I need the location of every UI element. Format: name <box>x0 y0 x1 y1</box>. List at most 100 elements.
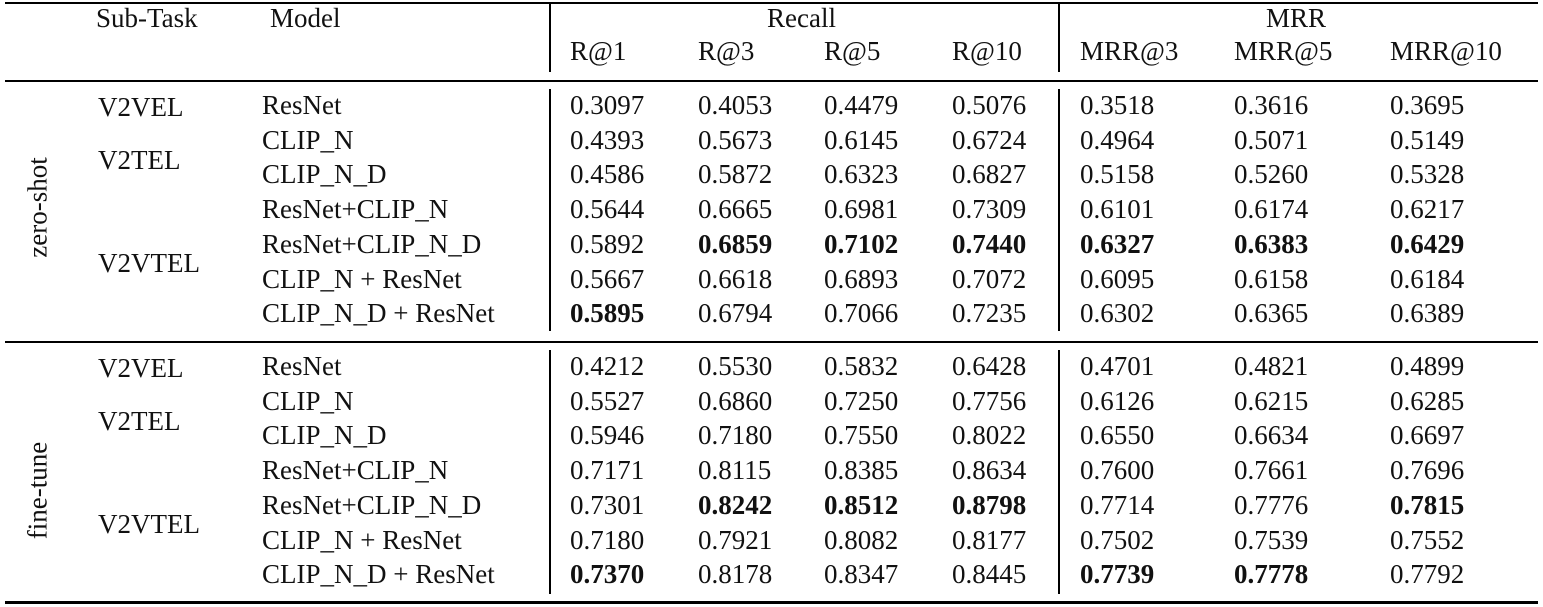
model-cell: CLIP_N + ResNet <box>262 263 462 294</box>
model-cell: CLIP_N <box>262 385 354 416</box>
subtask-fine-tune-v2vel: V2VEL <box>98 353 184 383</box>
value-cell: 0.7921 <box>698 524 773 555</box>
value-cell: 0.7552 <box>1390 524 1465 555</box>
value-cell: 0.5530 <box>698 351 773 381</box>
model-cell: ResNet+CLIP_N <box>262 455 449 486</box>
value-cell: 0.5892 <box>570 228 645 259</box>
value-cell: 0.6327 <box>1080 228 1155 259</box>
value-cell: 0.7066 <box>824 298 899 329</box>
value-cell: 0.8177 <box>952 524 1027 555</box>
value-cell: 0.6302 <box>1080 298 1155 329</box>
value-cell: 0.7792 <box>1390 559 1465 590</box>
value-cell: 0.7440 <box>952 228 1027 259</box>
value-cell: 0.6285 <box>1390 385 1465 416</box>
value-cell: 0.6724 <box>952 124 1027 155</box>
section-rule <box>5 341 1538 343</box>
value-cell: 0.7102 <box>824 228 899 259</box>
value-cell: 0.7301 <box>570 489 645 520</box>
header-model: Model <box>270 3 341 33</box>
value-cell: 0.8115 <box>698 455 772 486</box>
top-rule <box>5 2 1538 4</box>
header-metric-r-at-3: R@3 <box>698 36 755 66</box>
value-cell: 0.3616 <box>1234 90 1309 120</box>
value-cell: 0.7539 <box>1234 524 1309 555</box>
value-cell: 0.5527 <box>570 385 645 416</box>
value-cell: 0.5673 <box>698 124 773 155</box>
model-cell: ResNet+CLIP_N_D <box>262 489 482 520</box>
value-cell: 0.5071 <box>1234 124 1309 155</box>
value-cell: 0.6383 <box>1234 228 1309 259</box>
header-metric-mrr-at-5: MRR@5 <box>1234 36 1333 66</box>
value-cell: 0.5946 <box>570 420 645 451</box>
value-cell: 0.7309 <box>952 194 1027 225</box>
model-cell: CLIP_N + ResNet <box>262 524 462 555</box>
subtask-fine-tune-v2tel: V2TEL <box>98 406 181 436</box>
model-cell: ResNet <box>262 351 342 381</box>
value-cell: 0.6428 <box>952 351 1027 381</box>
value-cell: 0.7756 <box>952 385 1027 416</box>
value-cell: 0.6634 <box>1234 420 1309 451</box>
value-cell: 0.5328 <box>1390 159 1465 190</box>
zero-shot-divider-recall <box>549 89 551 331</box>
value-cell: 0.6859 <box>698 228 773 259</box>
value-cell: 0.5644 <box>570 194 645 225</box>
value-cell: 0.6429 <box>1390 228 1465 259</box>
value-cell: 0.6827 <box>952 159 1027 190</box>
value-cell: 0.8512 <box>824 489 899 520</box>
model-cell: CLIP_N_D + ResNet <box>262 559 495 590</box>
value-cell: 0.4393 <box>570 124 645 155</box>
value-cell: 0.6665 <box>698 194 773 225</box>
header-recall: Recall <box>767 3 836 33</box>
section-label-zero-shot: zero-shot <box>22 157 53 258</box>
value-cell: 0.7072 <box>952 263 1027 294</box>
header-metric-r-at-1: R@1 <box>570 36 627 66</box>
header-divider-recall <box>549 3 551 72</box>
value-cell: 0.4586 <box>570 159 645 190</box>
subtask-zero-shot-v2vtel: V2VTEL <box>98 248 200 278</box>
model-cell: CLIP_N_D <box>262 159 387 190</box>
value-cell: 0.7250 <box>824 385 899 416</box>
value-cell: 0.7778 <box>1234 559 1309 590</box>
value-cell: 0.7661 <box>1234 455 1309 486</box>
value-cell: 0.5872 <box>698 159 773 190</box>
value-cell: 0.5667 <box>570 263 645 294</box>
header-metric-mrr-at-10: MRR@10 <box>1390 36 1502 66</box>
value-cell: 0.6893 <box>824 263 899 294</box>
value-cell: 0.8634 <box>952 455 1027 486</box>
value-cell: 0.4701 <box>1080 351 1155 381</box>
value-cell: 0.8178 <box>698 559 773 590</box>
value-cell: 0.6981 <box>824 194 899 225</box>
value-cell: 0.8082 <box>824 524 899 555</box>
subtask-zero-shot-v2vel: V2VEL <box>98 92 184 122</box>
value-cell: 0.6145 <box>824 124 899 155</box>
value-cell: 0.6365 <box>1234 298 1309 329</box>
bottom-rule <box>5 601 1538 604</box>
value-cell: 0.4964 <box>1080 124 1155 155</box>
value-cell: 0.6860 <box>698 385 773 416</box>
model-cell: CLIP_N_D + ResNet <box>262 298 495 329</box>
value-cell: 0.6550 <box>1080 420 1155 451</box>
value-cell: 0.8445 <box>952 559 1027 590</box>
value-cell: 0.8798 <box>952 489 1027 520</box>
value-cell: 0.7815 <box>1390 489 1465 520</box>
value-cell: 0.4212 <box>570 351 645 381</box>
value-cell: 0.7235 <box>952 298 1027 329</box>
value-cell: 0.7714 <box>1080 489 1155 520</box>
value-cell: 0.6158 <box>1234 263 1309 294</box>
value-cell: 0.4053 <box>698 90 773 120</box>
value-cell: 0.7600 <box>1080 455 1155 486</box>
value-cell: 0.4899 <box>1390 351 1465 381</box>
value-cell: 0.4479 <box>824 90 899 120</box>
value-cell: 0.6389 <box>1390 298 1465 329</box>
model-cell: CLIP_N <box>262 124 354 155</box>
value-cell: 0.7696 <box>1390 455 1465 486</box>
value-cell: 0.7171 <box>570 455 645 486</box>
model-cell: ResNet+CLIP_N <box>262 194 449 225</box>
value-cell: 0.6323 <box>824 159 899 190</box>
value-cell: 0.5260 <box>1234 159 1309 190</box>
fine-tune-divider-recall <box>549 350 551 594</box>
value-cell: 0.7180 <box>570 524 645 555</box>
header-divider-mrr <box>1058 3 1060 72</box>
section-label-fine-tune: fine-tune <box>22 441 53 540</box>
value-cell: 0.4821 <box>1234 351 1309 381</box>
